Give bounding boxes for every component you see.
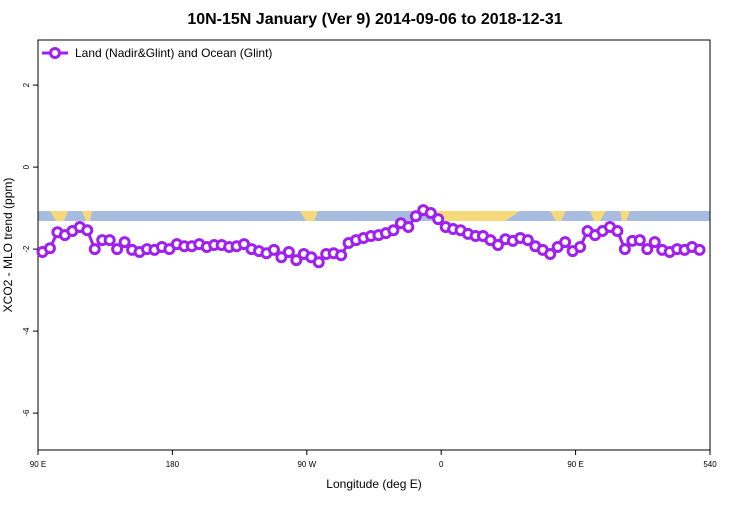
point <box>387 224 400 237</box>
x-tick-label: 90 W <box>297 460 316 469</box>
point <box>43 242 56 255</box>
point <box>290 254 303 267</box>
y-tick-label: -4 <box>22 327 31 335</box>
x-tick-label: 90 E <box>567 460 583 469</box>
point <box>618 243 631 256</box>
point <box>275 251 288 264</box>
point <box>409 210 422 223</box>
x-axis-label: Longitude (deg E) <box>326 477 421 491</box>
land-patch <box>300 211 318 221</box>
point <box>424 207 437 220</box>
land-patch <box>425 211 520 221</box>
y-tick-label: 2 <box>22 82 31 87</box>
point <box>81 224 94 237</box>
point <box>402 220 415 233</box>
point <box>491 239 504 251</box>
map-strip <box>38 211 710 221</box>
point <box>574 241 587 254</box>
land-patch <box>550 211 566 221</box>
point <box>693 243 706 256</box>
x-tick-label: 0 <box>439 460 444 469</box>
point <box>111 243 124 256</box>
land-patch <box>50 211 68 221</box>
x-tick-label: 90 E <box>30 460 46 469</box>
plot-frame <box>37 39 711 451</box>
point <box>88 243 101 256</box>
point <box>633 234 646 247</box>
marks <box>36 204 706 269</box>
land-patch <box>620 211 630 221</box>
chart-title: 10N-15N January (Ver 9) 2014-09-06 to 20… <box>187 11 562 28</box>
point <box>312 256 325 269</box>
point <box>648 236 661 249</box>
legend: Land (Nadir&Glint) and Ocean (Glint) <box>42 46 272 60</box>
y-axis-label: XCO2 - MLO trend (ppm) <box>1 178 15 313</box>
x-tick-label: 540 <box>703 460 717 469</box>
ocean-band <box>38 211 710 221</box>
y-tick-label: 0 <box>22 164 31 169</box>
point <box>432 213 445 226</box>
land-patch <box>590 211 606 221</box>
point <box>118 236 131 249</box>
y-tick-label: -2 <box>22 245 31 253</box>
x-tick-label: 180 <box>166 460 180 469</box>
point <box>335 249 348 262</box>
point <box>521 234 534 247</box>
point <box>282 245 295 258</box>
point <box>103 234 116 247</box>
point <box>641 243 654 256</box>
point <box>611 225 624 238</box>
legend-label: Land (Nadir&Glint) and Ocean (Glint) <box>75 46 272 60</box>
land-patch <box>82 211 92 221</box>
point <box>544 248 557 261</box>
point <box>267 243 280 256</box>
point <box>559 236 572 249</box>
legend-marker <box>49 47 61 59</box>
y-tick-label: -6 <box>22 409 31 417</box>
